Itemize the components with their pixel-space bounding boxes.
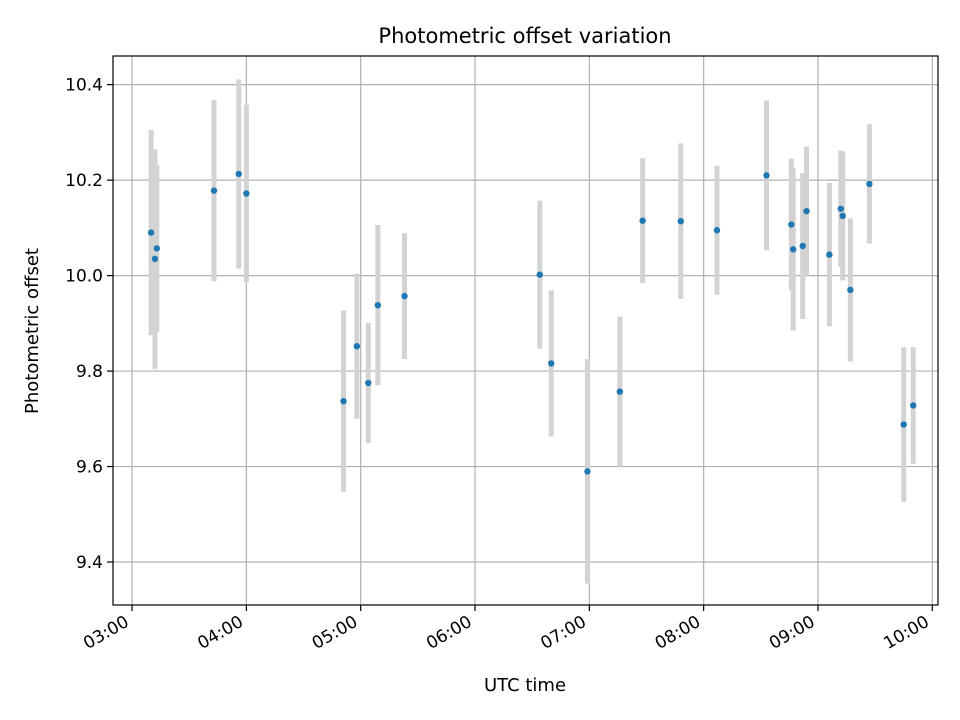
data-point	[866, 180, 873, 188]
data-point	[900, 421, 907, 428]
data-point	[789, 246, 797, 253]
data-point	[847, 286, 854, 294]
data-point	[837, 205, 845, 212]
data-point	[584, 468, 591, 475]
data-point	[365, 379, 372, 387]
x-tick-label: 05:00	[309, 612, 361, 654]
x-axis-label: UTC time	[484, 675, 566, 696]
data-point	[401, 292, 408, 300]
data-point	[151, 255, 159, 263]
data-points	[147, 170, 917, 475]
y-tick-label: 9.6	[76, 458, 103, 478]
x-tick-label: 09:00	[766, 612, 818, 654]
x-tick-label: 04:00	[194, 612, 246, 654]
data-point	[616, 388, 624, 395]
y-tick-label: 9.8	[76, 362, 103, 382]
data-point	[826, 251, 833, 258]
data-point	[788, 221, 795, 228]
data-point	[147, 229, 155, 236]
data-point	[763, 172, 770, 179]
y-tick-label: 10.4	[65, 76, 103, 96]
data-point	[799, 242, 806, 250]
y-tick-label: 10.2	[65, 171, 103, 191]
data-point	[353, 343, 361, 350]
data-point	[374, 301, 382, 309]
x-ticks: 03:00 04:00 05:00 06:00 07:00 08:00 09:00 10:00	[80, 605, 933, 654]
data-point	[210, 187, 218, 194]
data-point	[677, 217, 684, 225]
data-point	[340, 397, 347, 405]
plot-frame	[112, 55, 939, 606]
data-point	[548, 360, 555, 367]
x-tick-label: 08:00	[652, 612, 704, 654]
data-point	[536, 271, 543, 278]
data-point	[243, 190, 250, 197]
data-point	[839, 212, 846, 220]
data-point	[803, 207, 810, 215]
y-tick-label: 10.0	[65, 267, 103, 287]
data-point	[235, 170, 242, 178]
error-bars	[148, 79, 916, 584]
x-tick-label: 06:00	[423, 612, 475, 654]
data-point	[910, 402, 917, 409]
data-point	[153, 245, 161, 252]
y-tick-label: 9.4	[76, 553, 103, 573]
y-ticks: 9.4 9.6 9.8 10.0 10.2 10.4	[65, 76, 113, 573]
chart-title: Photometric offset variation	[378, 24, 671, 48]
x-tick-label: 03:00	[80, 612, 132, 654]
x-tick-label: 07:00	[537, 612, 589, 654]
data-point	[639, 217, 646, 224]
x-tick-label: 10:00	[880, 612, 932, 654]
y-axis-label: Photometric offset	[22, 248, 43, 414]
data-point	[713, 227, 721, 234]
